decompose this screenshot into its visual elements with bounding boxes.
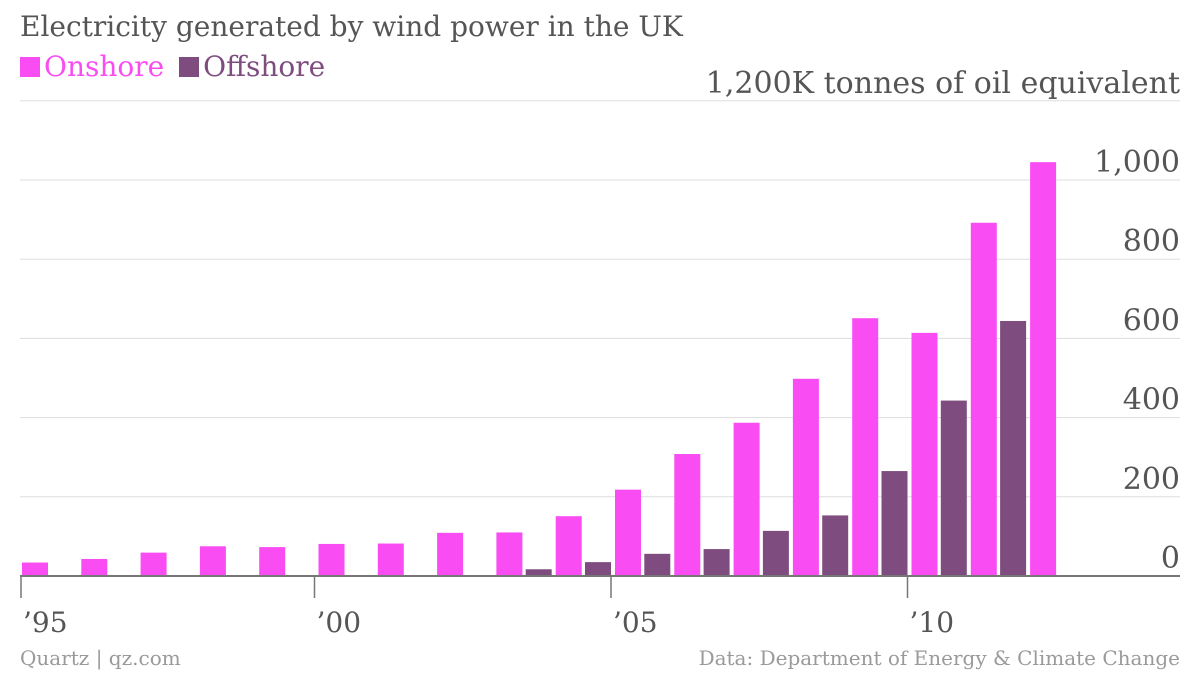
bar-onshore-2009 [852, 318, 879, 576]
x-tick-label-1995: ’95 [23, 606, 68, 639]
bar-offshore-2005 [585, 562, 611, 576]
bar-onshore-2010 [911, 332, 938, 576]
legend-item-onshore: Onshore [20, 50, 164, 84]
bar-offshore-2008 [762, 530, 789, 576]
bar-offshore-2009 [822, 515, 849, 576]
bar-onshore-2006 [674, 454, 701, 576]
x-tick-label-2010: ’10 [910, 606, 955, 639]
bar-onshore-2007 [733, 422, 760, 576]
bar-onshore-1999 [259, 547, 286, 576]
bar-onshore-2012 [1030, 162, 1057, 576]
bar-offshore-2011 [940, 400, 967, 576]
bar-offshore-2007 [703, 549, 730, 576]
y-axis-title: 1,200K tonnes of oil equivalent [706, 66, 1180, 101]
y-tick-label-0: 0 [1161, 541, 1180, 576]
bar-onshore-2005 [615, 489, 641, 576]
x-tick-label-2000: ’00 [317, 606, 362, 639]
legend-label-offshore: Offshore [203, 50, 326, 83]
bar-offshore-2006 [644, 553, 671, 576]
footer-source: Data: Department of Energy & Climate Cha… [698, 646, 1180, 670]
y-tick-label-1000: 1,000 [1094, 145, 1180, 180]
y-tick-label-600: 600 [1123, 303, 1180, 338]
bar-onshore-2003 [496, 532, 523, 576]
bar-onshore-1998 [199, 546, 226, 576]
bar-onshore-2004 [555, 516, 582, 576]
legend-item-offshore: Offshore [179, 50, 325, 84]
legend-swatch-offshore [179, 57, 200, 77]
bar-onshore-1997 [140, 552, 167, 576]
y-tick-label-400: 400 [1123, 383, 1180, 418]
bar-onshore-2011 [970, 222, 997, 576]
footer-credit: Quartz | qz.com [20, 646, 181, 670]
bar-onshore-1996 [81, 558, 108, 576]
bar-onshore-2002 [437, 532, 464, 576]
bar-onshore-2008 [792, 378, 819, 576]
bar-offshore-2012 [1000, 320, 1027, 576]
bar-offshore-2004 [525, 569, 552, 576]
chart-title: Electricity generated by wind power in t… [20, 10, 683, 43]
y-tick-label-800: 800 [1123, 224, 1180, 259]
chart-legend: Onshore Offshore [20, 50, 331, 85]
y-tick-label-200: 200 [1123, 462, 1180, 497]
legend-swatch-onshore [20, 57, 40, 77]
bar-onshore-2000 [318, 543, 345, 576]
bar-onshore-1995 [22, 562, 48, 576]
x-tick-label-2005: ’05 [613, 606, 658, 639]
bar-offshore-2010 [881, 471, 908, 576]
bar-onshore-2001 [377, 543, 404, 576]
legend-label-onshore: Onshore [44, 50, 165, 83]
